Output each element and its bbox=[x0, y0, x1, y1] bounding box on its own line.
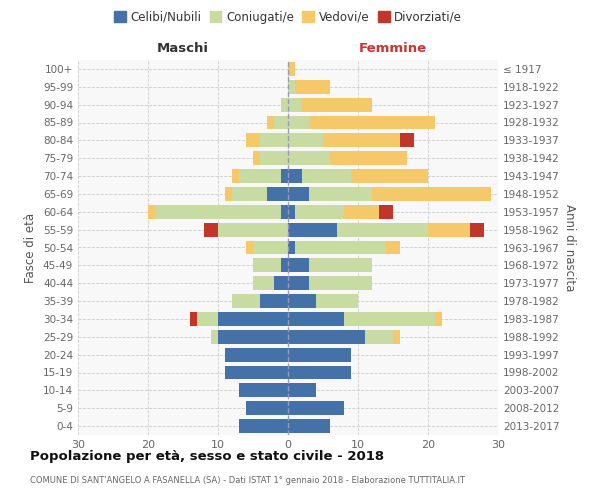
Bar bbox=[239, 169, 281, 183]
Bar bbox=[288, 80, 295, 94]
Bar bbox=[309, 187, 372, 201]
Bar bbox=[288, 401, 344, 415]
Bar bbox=[281, 98, 288, 112]
Bar bbox=[288, 330, 365, 344]
Bar bbox=[344, 312, 435, 326]
Bar bbox=[428, 222, 470, 236]
Bar bbox=[309, 116, 435, 130]
Bar bbox=[288, 240, 295, 254]
Bar bbox=[323, 134, 400, 147]
Bar bbox=[267, 116, 274, 130]
Bar bbox=[337, 222, 428, 236]
Bar bbox=[365, 330, 393, 344]
Bar bbox=[253, 276, 274, 290]
Bar bbox=[288, 294, 316, 308]
Y-axis label: Anni di nascita: Anni di nascita bbox=[563, 204, 576, 291]
Y-axis label: Fasce di età: Fasce di età bbox=[25, 212, 37, 282]
Text: COMUNE DI SANT'ANGELO A FASANELLA (SA) - Dati ISTAT 1° gennaio 2018 - Elaborazio: COMUNE DI SANT'ANGELO A FASANELLA (SA) -… bbox=[30, 476, 465, 485]
Bar bbox=[190, 312, 197, 326]
Bar bbox=[288, 98, 302, 112]
Bar bbox=[309, 258, 372, 272]
Bar bbox=[232, 294, 260, 308]
Bar bbox=[400, 134, 414, 147]
Bar bbox=[218, 312, 288, 326]
Bar bbox=[246, 240, 253, 254]
Bar bbox=[260, 151, 288, 165]
Bar bbox=[379, 205, 393, 219]
Bar bbox=[295, 240, 386, 254]
Bar bbox=[239, 384, 288, 398]
Bar bbox=[246, 134, 260, 147]
Bar bbox=[309, 276, 372, 290]
Bar bbox=[435, 312, 442, 326]
Bar bbox=[288, 62, 295, 76]
Bar bbox=[288, 276, 309, 290]
Bar bbox=[351, 169, 428, 183]
Bar bbox=[148, 205, 155, 219]
Bar bbox=[281, 258, 288, 272]
Bar bbox=[288, 258, 309, 272]
Bar bbox=[211, 330, 218, 344]
Text: Popolazione per età, sesso e stato civile - 2018: Popolazione per età, sesso e stato civil… bbox=[30, 450, 384, 463]
Bar bbox=[225, 348, 288, 362]
Bar bbox=[330, 151, 407, 165]
Text: Maschi: Maschi bbox=[157, 42, 209, 54]
Bar bbox=[302, 169, 351, 183]
Bar bbox=[246, 401, 288, 415]
Bar bbox=[344, 205, 379, 219]
Bar bbox=[253, 151, 260, 165]
Bar bbox=[288, 348, 351, 362]
Bar bbox=[288, 134, 323, 147]
Bar bbox=[288, 366, 351, 380]
Bar bbox=[316, 294, 358, 308]
Bar bbox=[288, 116, 309, 130]
Bar bbox=[295, 80, 330, 94]
Bar bbox=[288, 187, 309, 201]
Bar bbox=[225, 366, 288, 380]
Bar bbox=[288, 151, 330, 165]
Bar bbox=[253, 258, 281, 272]
Bar bbox=[218, 222, 288, 236]
Bar bbox=[260, 134, 288, 147]
Bar bbox=[393, 330, 400, 344]
Bar bbox=[218, 330, 288, 344]
Bar bbox=[239, 419, 288, 433]
Bar bbox=[204, 222, 218, 236]
Bar bbox=[288, 169, 302, 183]
Bar bbox=[386, 240, 400, 254]
Bar bbox=[267, 187, 288, 201]
Bar bbox=[225, 187, 232, 201]
Bar bbox=[281, 205, 288, 219]
Bar bbox=[372, 187, 491, 201]
Bar bbox=[295, 205, 344, 219]
Bar bbox=[288, 419, 330, 433]
Bar bbox=[288, 384, 316, 398]
Bar bbox=[274, 116, 288, 130]
Bar bbox=[288, 312, 344, 326]
Bar bbox=[302, 98, 372, 112]
Bar bbox=[232, 169, 239, 183]
Bar bbox=[232, 187, 267, 201]
Bar bbox=[288, 205, 295, 219]
Bar bbox=[274, 276, 288, 290]
Bar bbox=[155, 205, 281, 219]
Bar bbox=[253, 240, 288, 254]
Bar bbox=[260, 294, 288, 308]
Bar bbox=[281, 169, 288, 183]
Bar bbox=[288, 222, 337, 236]
Legend: Celibi/Nubili, Coniugati/e, Vedovi/e, Divorziati/e: Celibi/Nubili, Coniugati/e, Vedovi/e, Di… bbox=[109, 6, 467, 28]
Bar bbox=[470, 222, 484, 236]
Bar bbox=[197, 312, 218, 326]
Text: Femmine: Femmine bbox=[359, 42, 427, 54]
